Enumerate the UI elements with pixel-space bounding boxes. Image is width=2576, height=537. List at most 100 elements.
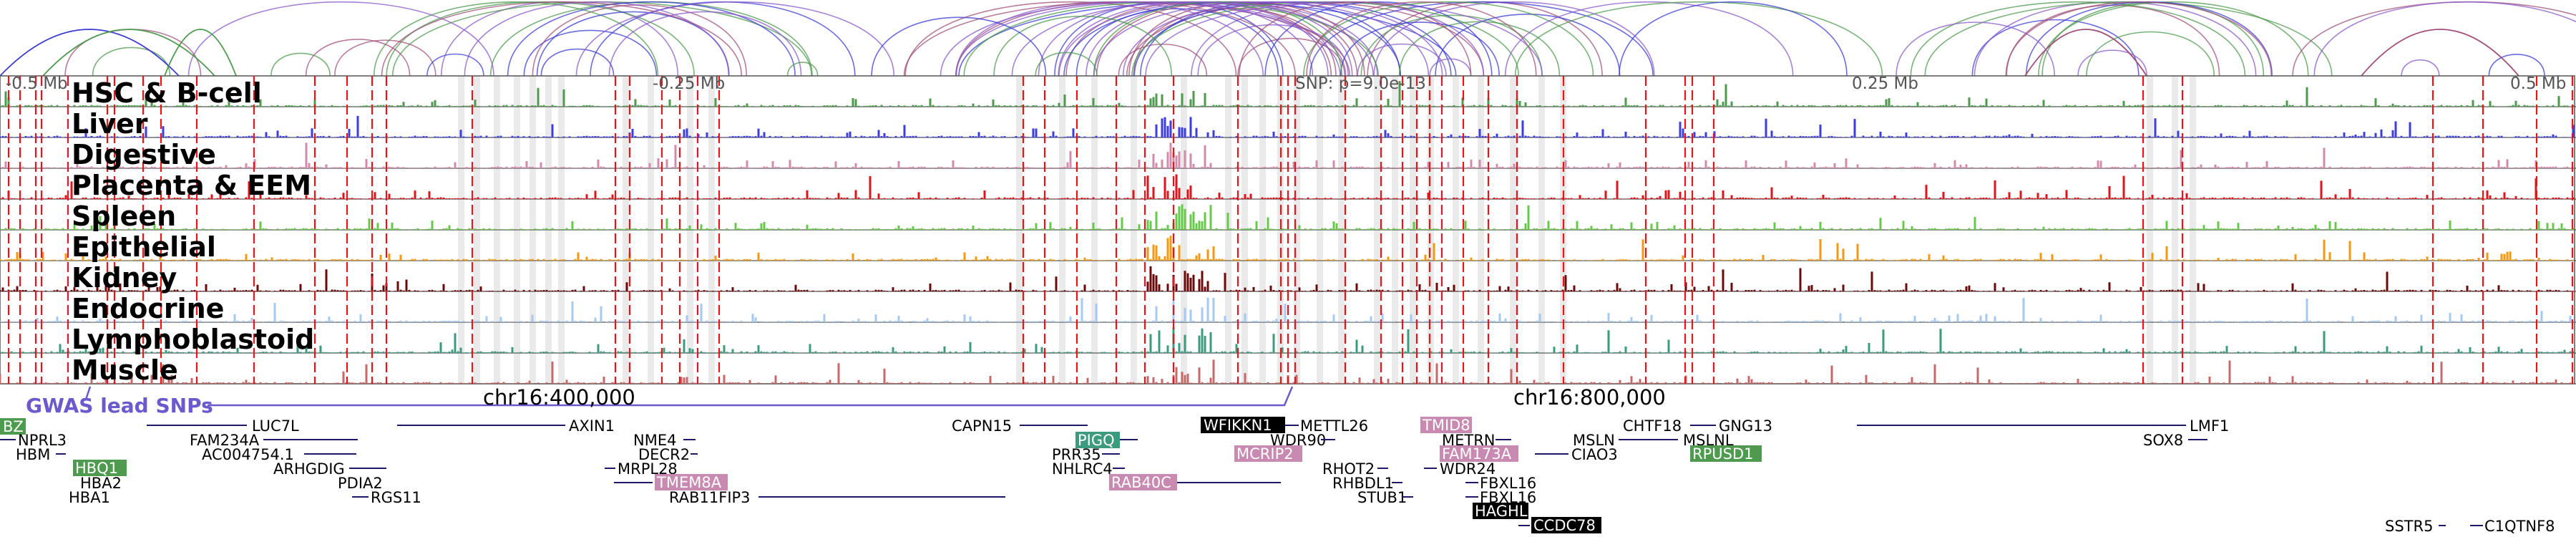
loop-arc — [575, 1, 895, 77]
svg-text:ARHGDIG: ARHGDIG — [273, 460, 345, 478]
svg-text:BZ: BZ — [3, 418, 24, 435]
svg-text:CAPN15: CAPN15 — [952, 417, 1012, 435]
gene-c1qtnf8: C1QTNF8 — [2470, 518, 2555, 535]
svg-text:FAM234A: FAM234A — [190, 432, 260, 449]
gene-haghl: HAGHL — [1473, 503, 1528, 520]
gene-arhgdig: ARHGDIG — [273, 460, 386, 478]
svg-text:PRR35: PRR35 — [1052, 446, 1101, 463]
svg-text:TMID8: TMID8 — [1422, 417, 1470, 434]
gene-sstr5: SSTR5 — [2385, 518, 2446, 535]
loop-arc — [2024, 29, 2147, 77]
gene-ciao3: CIAO3 — [1535, 446, 1618, 463]
loop-arc — [2038, 1, 2309, 77]
gene-fam173a: FAM173A — [1440, 445, 1518, 463]
gene-hba1: HBA1 — [69, 489, 110, 506]
loop-arc — [1619, 1, 1848, 77]
svg-text:RAB11FIP3: RAB11FIP3 — [669, 489, 751, 506]
loop-arc — [1264, 1, 1493, 77]
svg-text:RPUSD1: RPUSD1 — [1692, 445, 1754, 463]
loop-arc — [2313, 1, 2576, 77]
loop-arc — [608, 11, 802, 77]
svg-text:CHTF18: CHTF18 — [1623, 417, 1682, 435]
gene-sox8: SOX8 — [2143, 432, 2207, 449]
svg-text:METTL26: METTL26 — [1300, 417, 1368, 435]
svg-text:PDIA2: PDIA2 — [338, 475, 383, 492]
gene-rhbdl1: RHBDL1 — [1332, 475, 1402, 492]
track-label-epithelial: Epithelial — [72, 231, 216, 263]
gene-hba2: HBA2 — [80, 475, 122, 492]
gene-rab11fip3: RAB11FIP3 — [669, 489, 1005, 506]
axis-left-label: -0.5 Mb — [6, 74, 68, 93]
svg-text:NME4: NME4 — [633, 432, 676, 449]
gene-axin1: AXIN1 — [397, 417, 615, 435]
svg-text:STUB1: STUB1 — [1357, 489, 1407, 506]
svg-text:AC004754.1: AC004754.1 — [202, 446, 294, 463]
loop-arc — [92, 47, 171, 77]
gene-fam234a: FAM234A — [190, 432, 358, 449]
loop-arc — [270, 52, 331, 77]
svg-text:HBQ1: HBQ1 — [75, 460, 118, 477]
loop-arc — [2005, 1, 2273, 77]
track-label-kidney: Kidney — [72, 262, 177, 294]
gene-mettl26: METTL26 — [1300, 417, 1368, 435]
loop-arc — [536, 11, 730, 77]
loop-arc — [1514, 1, 1883, 77]
loop-arc — [1373, 1, 1655, 77]
loop-arc — [1971, 19, 2140, 77]
gwas-label: GWAS lead SNPs — [26, 394, 213, 417]
loop-arc — [1429, 58, 1472, 77]
svg-text:HBA2: HBA2 — [80, 475, 122, 492]
svg-text:RGS11: RGS11 — [371, 489, 421, 506]
gene-tmid8: TMID8 — [1420, 417, 1472, 434]
loop-arc — [2488, 54, 2545, 77]
gene-wdr24: WDR24 — [1424, 460, 1496, 478]
svg-text:SOX8: SOX8 — [2143, 432, 2183, 449]
gene-nprl3: NPRL3 — [0, 432, 67, 449]
gene-mcrip2: MCRIP2 — [1234, 445, 1302, 463]
gene-track: BZ LUC7L AXIN1 CAPN15 PIGQ WFIKKN1 — [0, 417, 2555, 535]
svg-text:RAB40C: RAB40C — [1111, 474, 1171, 491]
svg-text:TMEM8A: TMEM8A — [656, 474, 722, 491]
loop-arc — [940, 1, 1341, 77]
track-label-hsc: HSC & B-cell — [72, 77, 262, 109]
gene-decr2: DECR2 — [638, 446, 698, 463]
loop-arc — [1435, 14, 1621, 77]
chrom-label-left: chr16:400,000 — [483, 385, 635, 410]
loop-arc — [305, 39, 411, 77]
svg-text:RHOT2: RHOT2 — [1322, 460, 1375, 478]
gene-stub1: STUB1 — [1357, 489, 1413, 506]
loop-arc — [187, 1, 494, 77]
gene-fbxl16-a: FBXL16 — [1465, 475, 1536, 492]
loop-arc — [1035, 52, 1098, 77]
svg-text:GNG13: GNG13 — [1719, 417, 1772, 435]
svg-text:AXIN1: AXIN1 — [569, 417, 615, 435]
loop-arc — [1504, 1, 1794, 77]
track-label-muscle: Muscle — [72, 354, 178, 386]
gene-prr35: PRR35 — [1052, 446, 1120, 463]
loop-arc — [523, 29, 658, 77]
svg-text:NPRL3: NPRL3 — [18, 432, 67, 449]
gene-chtf18: CHTF18 GNG13 — [1623, 417, 1772, 435]
loop-arc — [1340, 21, 1500, 77]
track-label-endocrine: Endocrine — [72, 293, 224, 324]
svg-text:CIAO3: CIAO3 — [1571, 446, 1618, 463]
track-signal — [0, 204, 2575, 230]
loop-arc — [426, 53, 484, 77]
gene-capn15: CAPN15 — [952, 417, 1088, 435]
track-label-lymphoblastoid: Lymphoblastoid — [72, 324, 314, 355]
svg-text:DECR2: DECR2 — [638, 446, 690, 463]
loop-arc — [64, 29, 202, 77]
track-label-spleen: Spleen — [72, 200, 176, 232]
gene-bz: BZ — [0, 418, 26, 435]
svg-text:NHLRC4: NHLRC4 — [1052, 460, 1113, 478]
loop-arc — [42, 29, 215, 77]
loop-arc — [1118, 43, 1208, 77]
svg-text:MSLN: MSLN — [1573, 432, 1615, 449]
svg-text:FBXL16: FBXL16 — [1480, 475, 1536, 492]
svg-text:CCDC78: CCDC78 — [1533, 517, 1596, 534]
gene-rpusd1: RPUSD1 — [1690, 445, 1762, 463]
loop-arc — [871, 16, 1047, 77]
loop-arc — [507, 1, 796, 77]
